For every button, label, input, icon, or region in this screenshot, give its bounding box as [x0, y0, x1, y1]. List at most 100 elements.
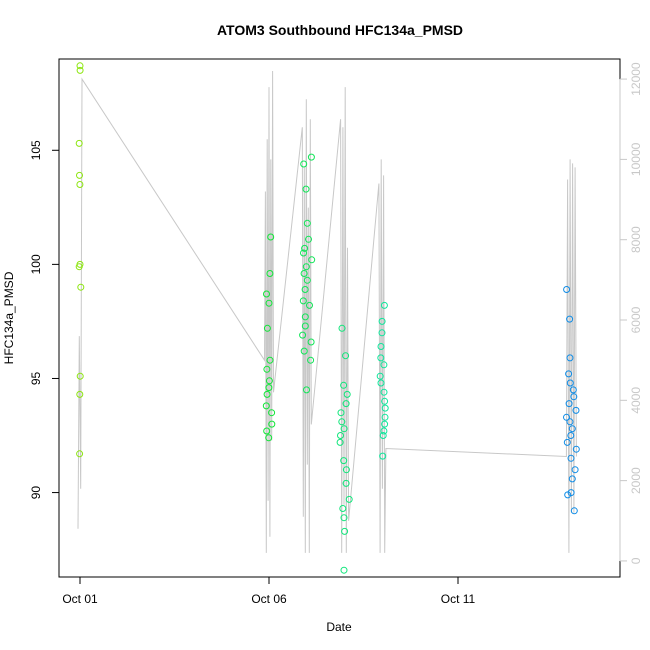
y-tick-label: 95: [29, 371, 43, 385]
data-point: [376, 372, 384, 380]
scatter-points: [75, 62, 580, 574]
data-point: [565, 370, 573, 378]
data-point: [380, 427, 388, 435]
data-point: [379, 452, 387, 460]
data-point: [76, 62, 84, 70]
data-point: [76, 450, 84, 458]
data-point: [302, 185, 310, 193]
right-axis-line-series: [77, 70, 577, 553]
data-point: [564, 491, 572, 499]
data-point: [377, 379, 385, 387]
data-point: [300, 160, 308, 168]
data-point: [345, 495, 353, 503]
data-point: [340, 381, 348, 389]
data-point: [300, 249, 307, 257]
data-point: [378, 317, 386, 325]
data-point: [268, 420, 276, 428]
data-point: [301, 313, 309, 321]
data-point: [265, 384, 273, 392]
data-point: [565, 400, 573, 408]
data-point: [263, 365, 271, 373]
data-point: [340, 514, 348, 522]
data-point: [571, 466, 579, 474]
data-point: [570, 507, 578, 515]
y2-tick-label: 8000: [629, 226, 643, 253]
data-point: [336, 438, 344, 446]
data-point: [378, 329, 386, 337]
data-point: [380, 388, 388, 396]
data-point: [263, 427, 271, 435]
data-point: [381, 404, 389, 412]
data-point: [300, 347, 308, 355]
right-axis-line: [77, 70, 577, 553]
data-point: [76, 171, 83, 179]
data-point: [307, 153, 315, 161]
y2-tick-label: 2000: [629, 467, 643, 494]
y2-tick-label: 12000: [629, 62, 643, 96]
data-point: [268, 409, 276, 417]
chart-title: ATOM3 Southbound HFC134a_PMSD: [217, 22, 463, 38]
data-point: [265, 299, 273, 307]
data-point: [377, 343, 385, 350]
data-point: [303, 276, 311, 284]
x-tick-label: Oct 06: [251, 592, 287, 606]
data-point: [568, 475, 576, 483]
data-point: [563, 438, 571, 446]
data-point: [566, 354, 574, 362]
y-axis: 90 95 100 105: [29, 140, 60, 499]
data-point: [302, 263, 310, 271]
data-point: [570, 393, 578, 401]
data-point: [381, 420, 389, 428]
data-point: [342, 479, 350, 487]
data-point: [568, 425, 576, 433]
data-point: [76, 390, 84, 398]
y2-tick-label: 0: [629, 557, 643, 564]
data-point: [380, 301, 388, 309]
data-point: [299, 297, 307, 305]
data-point: [566, 418, 574, 426]
data-point: [301, 244, 309, 252]
data-point: [337, 432, 344, 439]
data-point: [307, 338, 315, 346]
data-point: [263, 390, 271, 398]
data-point: [381, 413, 389, 421]
data-point: [340, 566, 348, 574]
data-point: [299, 331, 307, 339]
y2-axis: 0 2000 4000 6000 8000 10000 12000: [619, 62, 643, 564]
data-point: [77, 283, 85, 291]
data-point: [75, 139, 83, 147]
y2-tick-label: 10000: [629, 142, 643, 176]
data-point: [76, 181, 84, 188]
data-point: [340, 457, 348, 465]
data-point: [572, 406, 580, 414]
data-point: [572, 445, 580, 453]
x-tick-label: Oct 11: [441, 592, 476, 606]
data-point: [266, 270, 274, 277]
data-point: [308, 256, 316, 264]
data-point: [338, 324, 346, 332]
y-axis-label: HFC134a_PMSD: [2, 271, 16, 364]
data-point: [377, 354, 385, 362]
data-point: [566, 315, 574, 323]
x-axis-label: Date: [326, 620, 352, 634]
data-point: [303, 219, 311, 227]
data-point: [305, 235, 312, 243]
data-point: [343, 390, 351, 398]
data-point: [563, 413, 570, 421]
data-point: [303, 386, 310, 394]
data-point: [307, 356, 315, 364]
plot-frame: [58, 58, 621, 578]
data-point: [75, 263, 83, 271]
data-point: [301, 322, 309, 330]
data-point: [563, 286, 571, 293]
data-point: [267, 233, 275, 241]
data-point: [381, 397, 389, 405]
data-point: [380, 361, 388, 369]
data-point: [339, 505, 347, 512]
data-point: [340, 425, 348, 433]
data-point: [76, 66, 84, 74]
data-point: [265, 377, 273, 385]
y2-tick-label: 6000: [629, 306, 643, 333]
x-axis: Oct 01 Oct 06 Oct 11: [62, 576, 476, 606]
